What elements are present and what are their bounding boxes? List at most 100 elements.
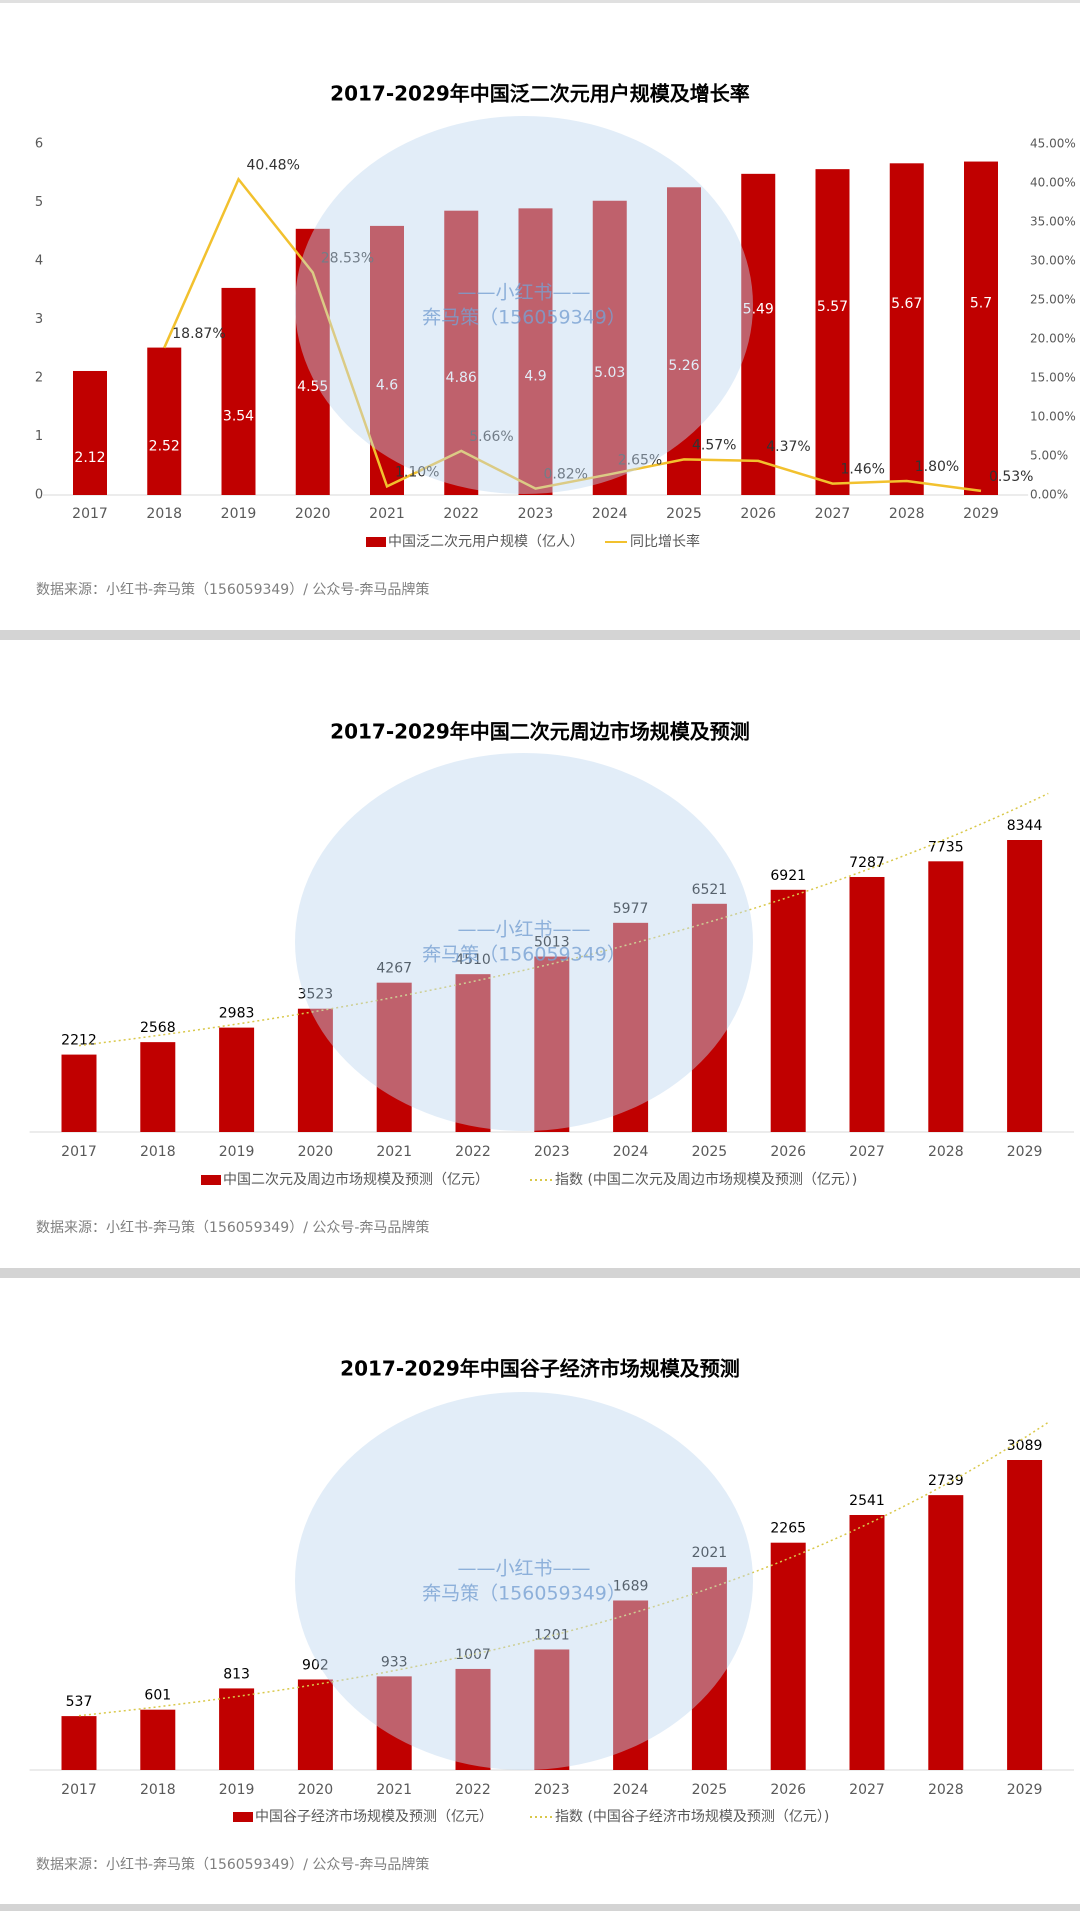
x-tick-label: 2026 [770, 1782, 806, 1798]
x-tick-label: 2026 [770, 1144, 806, 1160]
bar [691, 1567, 727, 1770]
data-label: 8344 [1007, 818, 1043, 834]
line-series [163, 176, 982, 493]
x-tick-label: 2025 [692, 1144, 728, 1160]
bar [1007, 840, 1043, 1132]
data-label: 5.66% [469, 429, 513, 445]
bar [613, 1600, 649, 1770]
x-tick-label: 2028 [889, 506, 925, 522]
bar [815, 169, 850, 495]
x-tick-label: 2020 [298, 1782, 334, 1798]
y2-tick-label: 25.00% [1030, 293, 1076, 307]
legend-label: 指数 (中国二次元及周边市场规模及预测（亿元）) [555, 1171, 857, 1188]
data-label: 28.53% [321, 250, 374, 266]
data-label: 4.37% [766, 439, 810, 455]
y-tick-label: 4 [35, 254, 43, 269]
bar [219, 1027, 255, 1132]
data-label: 2.52 [149, 438, 180, 454]
data-label: 5977 [613, 901, 649, 917]
data-label: 1.80% [915, 459, 959, 475]
bar [667, 187, 701, 496]
x-tick-label: 2023 [518, 506, 554, 522]
bar [928, 861, 964, 1132]
y-tick-label: 3 [35, 312, 43, 327]
bar [518, 208, 553, 495]
x-tick-label: 2022 [455, 1144, 491, 1160]
source-note: 数据来源：小红书-奔马策（156059349）/ 公众号-奔马品牌策 [36, 581, 429, 598]
bar [444, 210, 479, 495]
watermark-circle [295, 753, 753, 1131]
data-label: 2739 [928, 1473, 964, 1489]
watermark-text: ——小红书—— [457, 919, 590, 941]
data-label: 4510 [455, 952, 491, 968]
x-tick-label: 2028 [928, 1782, 964, 1798]
x-tick-label: 2018 [140, 1144, 176, 1160]
x-tick-label: 2018 [146, 506, 182, 522]
legend-label: 中国泛二次元用户规模（亿人） [388, 533, 584, 550]
x-tick-label: 2020 [295, 506, 331, 522]
x-tick-label: 2027 [849, 1782, 885, 1798]
x-tick-label: 2021 [369, 506, 405, 522]
watermark-text: ——小红书—— [457, 282, 590, 304]
data-label: 2021 [692, 1545, 728, 1561]
bar [928, 1495, 964, 1770]
x-tick-label: 2020 [298, 1144, 334, 1160]
y-tick-label: 5 [35, 195, 43, 210]
x-tick-label: 2017 [61, 1144, 97, 1160]
data-label: 902 [302, 1657, 329, 1673]
x-tick-label: 2027 [815, 506, 851, 522]
x-tick-label: 2019 [219, 1782, 255, 1798]
legend-label: 同比增长率 [630, 533, 700, 550]
legend-label: 中国二次元及周边市场规模及预测（亿元） [223, 1171, 489, 1188]
data-label: 2.65% [618, 452, 662, 468]
trendline [78, 792, 1049, 1047]
bar [297, 1679, 333, 1770]
watermark-circle [295, 1392, 753, 1770]
y2-tick-label: 30.00% [1030, 254, 1076, 268]
bar [534, 1649, 570, 1770]
bar [73, 370, 107, 495]
data-label: 5.03 [594, 365, 625, 381]
bar [455, 1668, 491, 1770]
x-tick-label: 2029 [1007, 1782, 1043, 1798]
data-label: 2541 [849, 1493, 885, 1509]
x-tick-label: 2029 [963, 506, 999, 522]
data-label: 5013 [534, 935, 570, 951]
data-label: 2212 [61, 1033, 97, 1049]
data-label: 3089 [1007, 1438, 1043, 1454]
bar [455, 974, 491, 1132]
x-tick-label: 2019 [219, 1144, 255, 1160]
bar [140, 1709, 176, 1770]
data-label: 7287 [849, 855, 885, 871]
x-tick-label: 2023 [534, 1782, 570, 1798]
x-tick-label: 2017 [61, 1782, 97, 1798]
x-tick-label: 2022 [455, 1782, 491, 1798]
data-label: 5.57 [817, 299, 848, 315]
data-label: 3.54 [223, 408, 254, 424]
data-label: 6921 [770, 868, 806, 884]
data-label: 933 [381, 1654, 408, 1670]
data-label: 5.7 [970, 295, 992, 311]
x-tick-label: 2025 [666, 506, 702, 522]
bar [297, 1008, 333, 1132]
watermark-text: 奔马策（156059349） [422, 1583, 626, 1605]
bar [61, 1716, 97, 1770]
y2-tick-label: 0.00% [1030, 488, 1068, 502]
data-label: 0.82% [544, 467, 588, 483]
data-label: 601 [144, 1688, 171, 1704]
data-label: 7735 [928, 839, 964, 855]
data-label: 18.87% [172, 326, 225, 342]
bar [1007, 1460, 1043, 1770]
separator [0, 0, 1080, 3]
bar [376, 982, 412, 1132]
bar [61, 1054, 97, 1132]
data-label: 1.10% [395, 464, 439, 480]
data-label: 3523 [298, 987, 334, 1003]
data-label: 5.26 [668, 358, 699, 374]
watermark-circle [295, 116, 753, 494]
data-label: 5.49 [743, 301, 774, 317]
data-label: 4.86 [446, 370, 477, 386]
chart-title: 2017-2029年中国二次元周边市场规模及预测 [330, 720, 750, 744]
